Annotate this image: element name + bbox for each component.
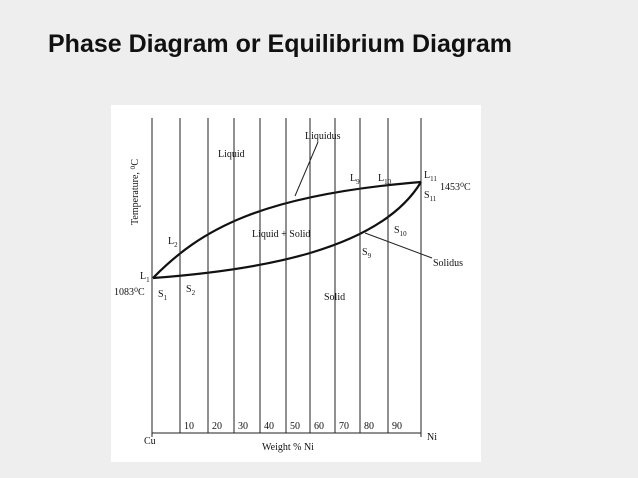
point-index: 11 — [430, 195, 437, 203]
x-tick-label: 50 — [290, 421, 300, 432]
liquidus-curve — [152, 180, 422, 279]
slide-title: Phase Diagram or Equilibrium Diagram — [48, 30, 513, 58]
point-label: S9 — [362, 247, 372, 260]
point-index: 2 — [174, 241, 178, 249]
x-tick-label: 60 — [314, 421, 324, 432]
point-index: 1 — [146, 276, 150, 284]
point-index: 10 — [400, 230, 408, 238]
axis-label: Temperature, ⁰C — [130, 159, 141, 225]
point-label: L11 — [424, 170, 437, 183]
point-index: 2 — [192, 289, 196, 297]
point-index: 9 — [356, 178, 360, 186]
point-letter: S — [394, 225, 400, 236]
left-end-label: Cu — [144, 436, 156, 447]
point-letter: S — [186, 284, 192, 295]
point-letter: S — [158, 289, 164, 300]
region-label: Solid — [324, 292, 345, 303]
temperature-label: 1453⁰C — [440, 182, 471, 193]
curve-label: Liquidus — [305, 131, 341, 142]
x-tick-label: 20 — [212, 421, 222, 432]
point-label: S11 — [424, 190, 437, 203]
x-tick-label: 40 — [264, 421, 274, 432]
point-letter: L — [378, 173, 384, 184]
x-tick-label: 70 — [339, 421, 349, 432]
curve-label: Solidus — [433, 258, 463, 269]
point-index: 9 — [368, 252, 372, 260]
point-letter: L — [140, 271, 146, 282]
liquidus-leader — [294, 141, 319, 197]
x-tick-label: 80 — [364, 421, 374, 432]
x-tick-label: 30 — [238, 421, 248, 432]
x-tick-label: 10 — [184, 421, 194, 432]
solidus-curve — [152, 181, 422, 280]
right-end-label: Ni — [427, 432, 437, 443]
point-label: L9 — [350, 173, 360, 186]
point-letter: L — [424, 170, 430, 181]
point-label: L10 — [378, 173, 392, 186]
point-index: 10 — [384, 178, 392, 186]
temperature-label: 1083⁰C — [114, 287, 145, 298]
point-index: 1 — [164, 294, 168, 302]
diagram-background — [111, 105, 481, 462]
point-label: S2 — [186, 284, 196, 297]
point-label: S10 — [394, 225, 407, 238]
point-letter: S — [424, 190, 430, 201]
region-label: Liquid + Solid — [252, 229, 310, 240]
point-label: L1 — [140, 271, 150, 284]
point-letter: L — [168, 236, 174, 247]
solidus-leader — [364, 232, 433, 259]
x-tick-label: 90 — [392, 421, 402, 432]
point-label: S1 — [158, 289, 168, 302]
point-letter: L — [350, 173, 356, 184]
axis-label: Weight % Ni — [262, 442, 314, 453]
point-index: 11 — [430, 175, 437, 183]
point-letter: S — [362, 247, 368, 258]
region-label: Liquid — [218, 149, 245, 160]
point-label: L2 — [168, 236, 178, 249]
